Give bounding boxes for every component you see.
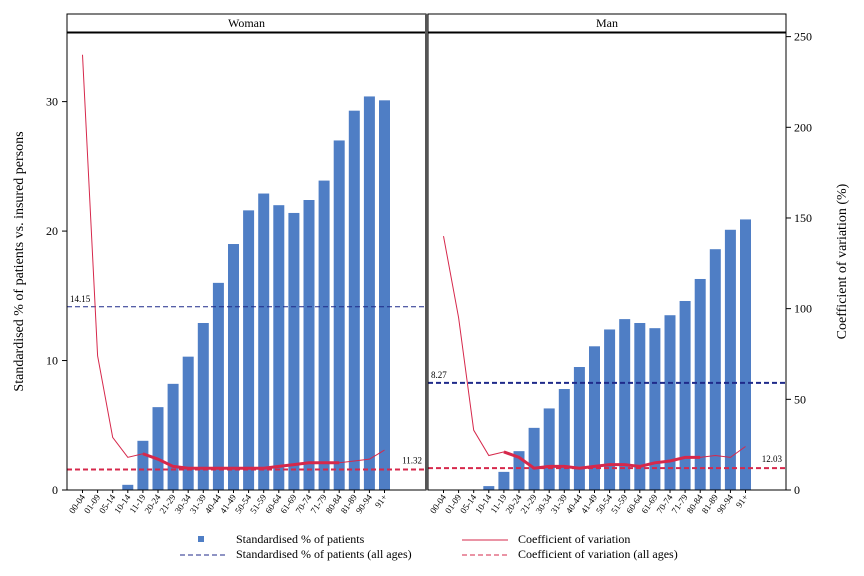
legend-bar-swatch <box>198 536 204 542</box>
legend: Standardised % of patients Coefficient of… <box>180 532 678 561</box>
legend-label: Standardised % of patients <box>236 532 365 546</box>
bar <box>122 484 134 490</box>
bar <box>513 451 525 490</box>
bar <box>604 329 616 490</box>
legend-label: Coefficient of variation <box>518 532 630 546</box>
y-tick-label: 0 <box>52 483 58 497</box>
mean-pct-label: 14.15 <box>70 294 91 304</box>
bar <box>288 212 300 490</box>
bar <box>182 356 194 490</box>
y2-axis-title: Coefficient of variation (%) <box>835 183 850 339</box>
bar <box>228 244 239 490</box>
bar <box>152 407 164 490</box>
y2-tick-label: 250 <box>794 30 812 44</box>
x-tick-label: 91+ <box>734 492 750 509</box>
y2-tick-label: 200 <box>794 120 812 134</box>
bar <box>483 486 495 490</box>
bar <box>709 249 721 490</box>
bar <box>634 322 646 490</box>
bar <box>348 110 360 490</box>
bar <box>543 408 555 490</box>
legend-label: Standardised % of patients (all ages) <box>236 547 412 561</box>
panel-strip-label: Woman <box>228 16 265 30</box>
bar <box>724 229 736 491</box>
bar <box>558 389 570 490</box>
bar <box>363 96 375 490</box>
y2-tick-label: 150 <box>794 211 812 225</box>
panel-woman: Woman14.1511.3200-0401-0905-1410-1411-19… <box>66 13 427 515</box>
x-tick-label: 91+ <box>373 492 389 509</box>
bar <box>243 210 255 490</box>
bar <box>318 180 330 490</box>
bar <box>333 140 345 491</box>
panel-strip-label: Man <box>596 16 618 30</box>
bar <box>619 319 631 490</box>
mean-cv-label: 12.03 <box>762 454 783 464</box>
bar <box>694 278 706 490</box>
bar <box>137 440 149 490</box>
mean-cv-label: 11.32 <box>402 455 422 465</box>
bar <box>167 383 179 490</box>
bar <box>197 322 209 490</box>
bar <box>212 282 224 490</box>
mean-pct-label: 8.27 <box>431 370 447 380</box>
cv-line-bold <box>503 450 701 470</box>
bar <box>679 300 691 490</box>
bar <box>649 328 661 490</box>
bar <box>589 346 600 490</box>
bar <box>379 100 390 490</box>
cv-line-bold <box>142 452 340 470</box>
bar <box>528 427 540 490</box>
y-axis-title: Standardised % of patients vs. insured p… <box>12 131 27 391</box>
x-tick-label: 90-94 <box>715 492 736 515</box>
bar <box>303 200 315 490</box>
bar <box>664 315 676 490</box>
y-tick-label: 20 <box>46 224 58 238</box>
panel-man: Man8.2712.0300-0401-0905-1410-1411-1920-… <box>427 13 787 515</box>
bar <box>573 367 585 490</box>
y-tick-label: 10 <box>46 354 58 368</box>
bar <box>258 193 270 490</box>
legend-label: Coefficient of variation (all ages) <box>518 547 678 561</box>
bar <box>273 205 285 490</box>
y-tick-label: 30 <box>46 95 58 109</box>
y2-tick-label: 50 <box>794 392 806 406</box>
y2-tick-label: 0 <box>794 483 800 497</box>
x-tick-label: 90-94 <box>354 492 375 515</box>
bar <box>498 471 510 490</box>
bar <box>740 219 751 490</box>
y2-tick-label: 100 <box>794 302 812 316</box>
